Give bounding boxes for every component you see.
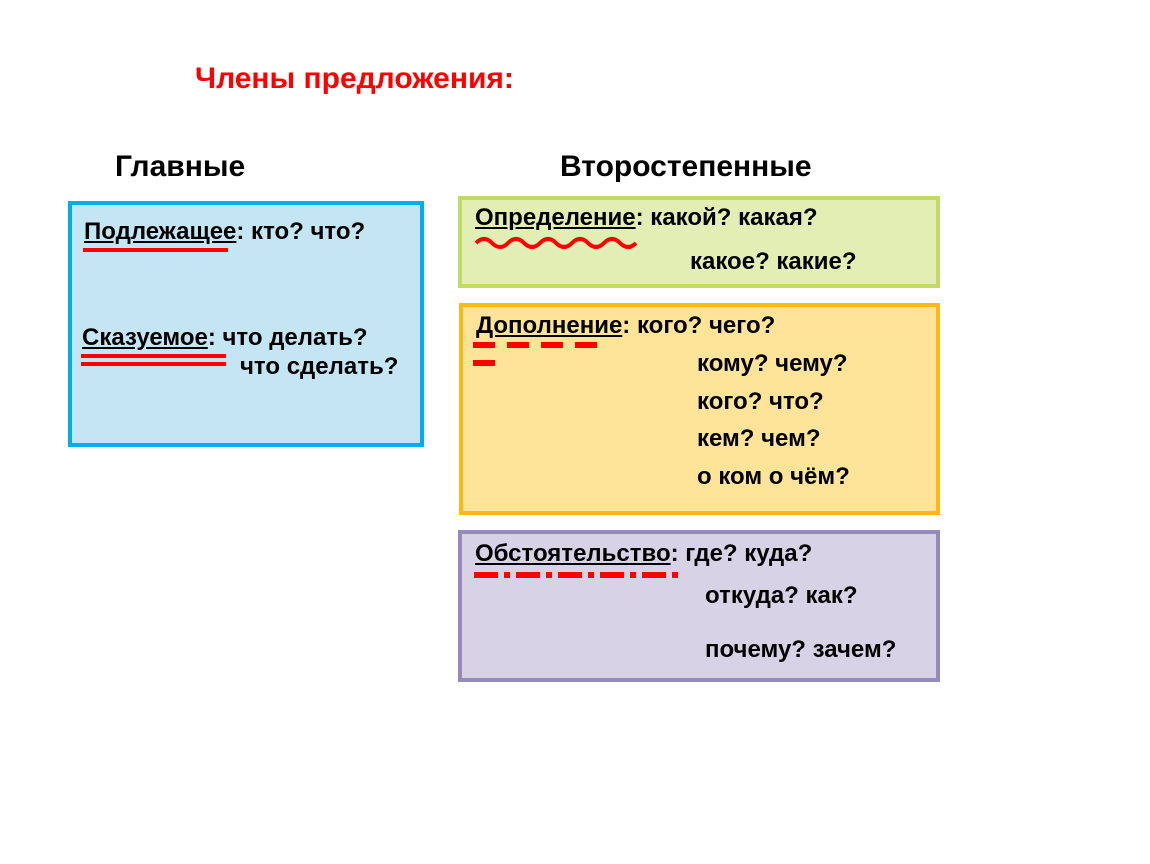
circumstance-name: Обстоятельство xyxy=(475,540,671,567)
predicate-term: Сказуемое: что делать? xyxy=(82,324,368,353)
subject-name: Подлежащее xyxy=(84,218,236,245)
circumstance-dash-dot-underline xyxy=(474,572,684,578)
addition-questions-1: : кого? чего? xyxy=(622,312,775,339)
diagram-title: Члены предложения: xyxy=(195,62,514,96)
circumstance-questions-1: : где? куда? xyxy=(671,540,813,567)
predicate-questions-2: что сделать? xyxy=(240,353,398,381)
subject-underline xyxy=(83,248,228,252)
definition-questions-1: : какой? какая? xyxy=(636,204,818,231)
definition-name: Определение xyxy=(475,204,636,231)
definition-wavy-underline xyxy=(474,233,639,253)
subject-term: Подлежащее: кто? что? xyxy=(84,218,365,247)
subject-questions: : кто? что? xyxy=(236,218,365,245)
addition-questions-2: кому? чему? xyxy=(697,350,848,378)
predicate-name: Сказуемое xyxy=(82,324,208,351)
circumstance-questions-3: почему? зачем? xyxy=(705,636,896,664)
addition-questions-4: кем? чем? xyxy=(697,425,821,453)
definition-term: Определение: какой? какая? xyxy=(475,204,817,233)
column-header-secondary: Второстепенные xyxy=(560,150,812,184)
column-header-main: Главные xyxy=(115,150,245,184)
addition-questions-3: кого? что? xyxy=(697,388,824,416)
predicate-questions-1: : что делать? xyxy=(208,324,368,351)
addition-term: Дополнение: кого? чего? xyxy=(476,312,775,341)
addition-name: Дополнение xyxy=(476,312,622,339)
addition-dashed-underline xyxy=(473,342,641,348)
circumstance-questions-2: откуда? как? xyxy=(705,582,858,610)
circumstance-term: Обстоятельство: где? куда? xyxy=(475,540,812,569)
definition-questions-2: какое? какие? xyxy=(690,248,857,276)
addition-questions-5: о ком о чём? xyxy=(697,463,850,491)
